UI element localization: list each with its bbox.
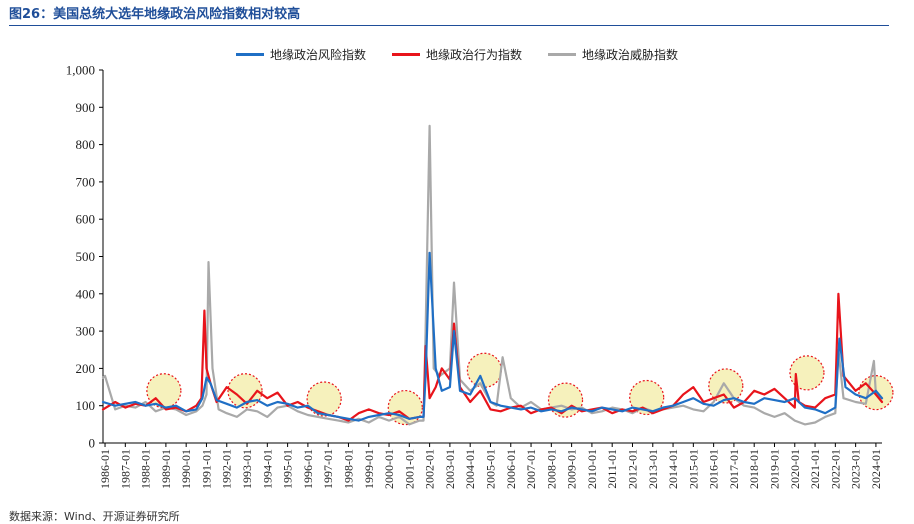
x-tick-label: 1994-01 xyxy=(260,449,274,489)
x-tick-label: 2020-01 xyxy=(788,449,802,489)
x-tick-label: 2019-01 xyxy=(767,449,781,489)
x-tick-label: 1992-01 xyxy=(220,449,234,489)
x-tick-label: 2001-01 xyxy=(402,449,416,489)
y-tick-label: 900 xyxy=(76,100,96,115)
y-tick-label: 700 xyxy=(76,174,96,189)
series-line-0 xyxy=(101,251,884,422)
election-year-highlight xyxy=(547,382,584,418)
x-tick-label: 2007-01 xyxy=(524,449,538,489)
x-tick-label: 2014-01 xyxy=(666,449,680,489)
election-year-highlight xyxy=(629,379,665,416)
source-note: 数据来源：Wind、开源证券研究所 xyxy=(9,510,180,523)
x-tick-label: 2000-01 xyxy=(382,449,396,489)
y-tick-label: 800 xyxy=(76,137,96,152)
election-year-highlight xyxy=(306,381,342,417)
y-tick-label: 500 xyxy=(76,249,96,264)
election-year-highlight xyxy=(466,352,502,388)
x-tick-label: 2005-01 xyxy=(483,449,497,489)
x-tick-label: 2004-01 xyxy=(463,449,477,489)
x-tick-label: 2022-01 xyxy=(828,449,842,489)
x-tick-label: 1996-01 xyxy=(301,449,315,489)
x-tick-label: 2017-01 xyxy=(727,449,741,489)
election-year-highlight xyxy=(227,373,263,409)
figure-title: 图26：美国总统大选年地缘政治风险指数相对较高 xyxy=(9,7,301,22)
legend-swatch-threats xyxy=(548,53,576,56)
x-tick-label: 2021-01 xyxy=(808,449,822,489)
chart-legend: 地缘政治风险指数 地缘政治行为指数 地缘政治威胁指数 xyxy=(0,46,914,63)
x-tick-label: 2011-01 xyxy=(605,449,619,489)
legend-label-acts: 地缘政治行为指数 xyxy=(425,48,522,62)
x-tick-label: 2012-01 xyxy=(625,449,639,489)
x-tick-label: 1998-01 xyxy=(341,449,355,489)
x-tick-label: 2013-01 xyxy=(646,449,660,489)
legend-swatch-risk xyxy=(235,53,264,56)
y-tick-label: 300 xyxy=(76,324,96,339)
x-tick-label: 2009-01 xyxy=(565,449,579,489)
x-tick-label: 1988-01 xyxy=(139,449,153,489)
x-tick-label: 1987-01 xyxy=(118,449,132,489)
y-tick-label: 1,000 xyxy=(66,63,95,78)
legend-label-threats: 地缘政治威胁指数 xyxy=(582,48,679,62)
x-tick-label: 1989-01 xyxy=(159,449,173,489)
election-year-highlight xyxy=(387,389,423,426)
title-rule xyxy=(9,25,889,26)
x-tick-label: 2006-01 xyxy=(504,449,518,489)
y-tick-label: 100 xyxy=(76,398,96,413)
legend-item-acts: 地缘政治行为指数 xyxy=(391,46,522,63)
y-tick-label: 200 xyxy=(76,361,96,376)
x-tick-label: 1995-01 xyxy=(281,449,295,489)
legend-item-threats: 地缘政治威胁指数 xyxy=(548,46,678,63)
legend-label-risk: 地缘政治风险指数 xyxy=(269,48,366,62)
election-year-highlight xyxy=(146,373,182,409)
x-tick-label: 2002-01 xyxy=(423,449,437,489)
x-tick-label: 2023-01 xyxy=(849,449,863,489)
x-tick-label: 1993-01 xyxy=(240,449,254,489)
x-tick-label: 1991-01 xyxy=(199,449,213,489)
series-line-1 xyxy=(101,292,884,422)
y-tick-label: 600 xyxy=(76,212,96,227)
election-year-highlight xyxy=(789,355,825,391)
legend-item-risk: 地缘政治风险指数 xyxy=(235,46,366,63)
y-tick-label: 0 xyxy=(89,436,96,451)
legend-swatch-acts xyxy=(391,53,420,56)
y-tick-label: 400 xyxy=(76,286,96,301)
series-line-2 xyxy=(101,124,884,426)
x-tick-label: 2003-01 xyxy=(443,449,457,489)
x-tick-label: 2008-01 xyxy=(544,449,558,489)
x-tick-label: 2018-01 xyxy=(747,449,761,489)
x-tick-label: 1990-01 xyxy=(179,449,193,489)
x-tick-label: 1986-01 xyxy=(98,449,112,489)
x-tick-label: 2016-01 xyxy=(707,449,721,489)
x-tick-label: 2010-01 xyxy=(585,449,599,489)
x-tick-label: 2024-01 xyxy=(869,449,883,489)
x-tick-label: 2015-01 xyxy=(686,449,700,489)
x-tick-label: 1997-01 xyxy=(321,449,335,489)
x-tick-label: 1999-01 xyxy=(362,449,376,489)
